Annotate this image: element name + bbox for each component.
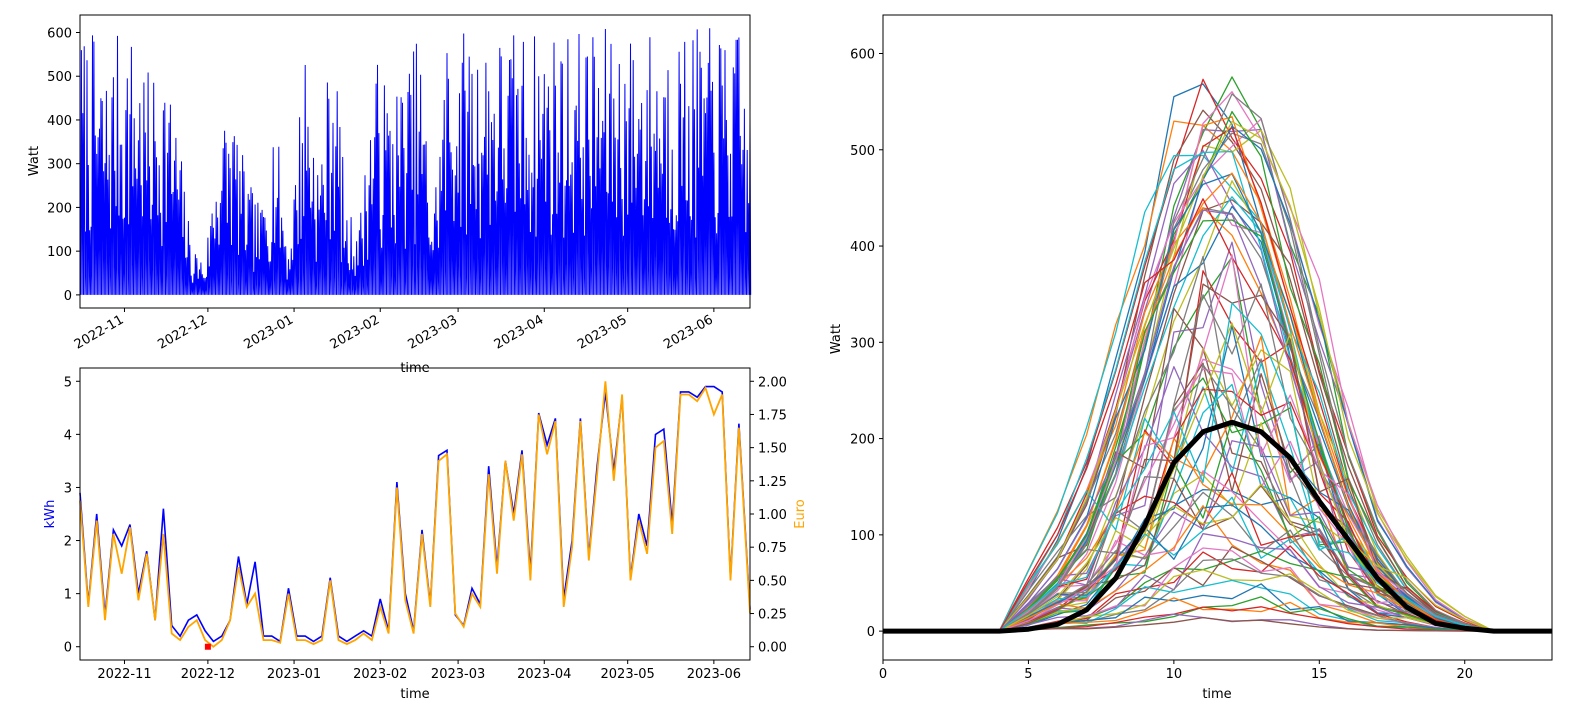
y-tick-label: 400 [850, 240, 875, 255]
y-tick-label: 200 [47, 201, 72, 216]
daily-profile-line [883, 127, 1552, 632]
daily-profile-line [883, 362, 1552, 632]
daily-profile-line [883, 118, 1552, 632]
daily-profile-line [883, 132, 1552, 632]
y-tick-label: 5 [64, 375, 72, 390]
x-tick-label: 2023-05 [575, 312, 630, 352]
x-axis-label: time [1202, 687, 1231, 702]
x-tick-label: 2022-11 [97, 667, 151, 682]
daily-profile-line [883, 302, 1552, 632]
x-tick-label: 2023-06 [687, 667, 741, 682]
y-tick-label: 600 [850, 48, 875, 63]
y-tick-label: 300 [850, 336, 875, 351]
daily-profile-line [883, 209, 1552, 632]
watt-line [79, 28, 752, 295]
y-tick-label: 100 [47, 245, 72, 260]
y-tick-label: 1 [64, 588, 72, 603]
x-tick-label: 0 [879, 667, 887, 682]
daily-profile-line [883, 383, 1552, 632]
chart-daily-profiles: 0 100 200 300 400 500 600 0 5 10 15 20 Watt time [829, 14, 1553, 702]
y-right-tick-label: 1.25 [758, 475, 787, 490]
daily-profile-series [883, 76, 1552, 634]
daily-profile-line [883, 422, 1552, 632]
daily-profile-line [883, 533, 1552, 632]
y-right-tick-label: 1.75 [758, 408, 787, 423]
y-tick-label: 0 [64, 289, 72, 304]
y-tick-label: 300 [47, 158, 72, 173]
y-right-tick-label: 0.75 [758, 541, 787, 556]
y-right-tick-label: 1.50 [758, 442, 787, 457]
x-tick-label: 2023-04 [517, 667, 571, 682]
daily-profile-line [883, 116, 1552, 632]
y-axis-label: Watt [829, 324, 844, 354]
daily-profile-line [883, 93, 1552, 632]
daily-profile-line [883, 205, 1552, 632]
x-tick-label: 15 [1311, 667, 1328, 682]
mean-profile-line [883, 419, 1552, 634]
y-right-tick-label: 2.00 [758, 375, 787, 390]
chart-watt-timeseries: 0 100 200 300 400 500 600 2022-11 2022-12 2023-01… [27, 14, 752, 376]
x-tick-label: 20 [1456, 667, 1473, 682]
y-axis-label-right: Euro [793, 499, 808, 529]
x-tick-label: 10 [1166, 667, 1183, 682]
x-tick-label: 2023-02 [328, 312, 383, 352]
y-right-tick-label: 0.25 [758, 608, 787, 623]
marker-point [204, 643, 211, 650]
plot-frame [882, 14, 1553, 661]
daily-profile-line [883, 207, 1552, 632]
x-axis-label: time [400, 687, 429, 702]
y-tick-label: 0 [867, 625, 875, 640]
euro-line [79, 381, 751, 648]
daily-profile-line [883, 322, 1552, 632]
x-tick-label: 5 [1024, 667, 1032, 682]
y-right-tick-label: 0.50 [758, 574, 787, 589]
y-axis-label: Watt [27, 146, 42, 176]
daily-profile-line [883, 78, 1552, 632]
y-tick-label: 100 [850, 529, 875, 544]
x-tick-label: 2022-12 [155, 312, 210, 352]
daily-profile-line [883, 206, 1552, 632]
x-tick-label: 2022-12 [181, 667, 235, 682]
plot-frame [79, 14, 751, 309]
y-tick-label: 600 [47, 26, 72, 41]
y-tick-label: 200 [850, 433, 875, 448]
y-right-tick-label: 1.00 [758, 508, 787, 523]
x-tick-label: 2023-03 [406, 312, 461, 352]
x-tick-label: 2022-11 [72, 312, 127, 352]
x-tick-label: 2023-06 [661, 312, 716, 352]
y-tick-label: 4 [64, 428, 72, 443]
x-tick-label: 2023-04 [492, 312, 547, 352]
x-tick-label: 2023-01 [267, 667, 321, 682]
x-tick-label: 2023-05 [601, 667, 655, 682]
y-tick-label: 2 [64, 535, 72, 550]
y-tick-label: 0 [64, 641, 72, 656]
y-tick-label: 400 [47, 114, 72, 129]
y-tick-label: 500 [850, 144, 875, 159]
axis-ticks: 0 1 2 3 4 5 0.00 0.25 0.50 0.75 1.00 1.25 1.50 1.75 2.… [64, 375, 787, 682]
x-tick-label: 2023-03 [431, 667, 485, 682]
daily-profile-line [883, 241, 1552, 632]
watt-series [79, 28, 752, 295]
daily-profile-line [883, 283, 1552, 632]
kwh-euro-series [79, 381, 751, 650]
daily-profile-line [883, 283, 1552, 632]
chart-kwh-euro: 0 1 2 3 4 5 0.00 0.25 0.50 0.75 1.00 1.25 1.50 1.75 2.… [43, 367, 808, 702]
y-axis-label-left: kWh [43, 500, 58, 529]
x-tick-label: 2023-01 [242, 312, 297, 352]
axis-ticks: 0 100 200 300 400 500 600 0 5 10 15 20 [850, 48, 1473, 682]
x-tick-label: 2023-02 [353, 667, 407, 682]
daily-profile-line [883, 362, 1552, 632]
y-tick-label: 3 [64, 481, 72, 496]
y-tick-label: 500 [47, 70, 72, 85]
y-right-tick-label: 0.00 [758, 641, 787, 656]
